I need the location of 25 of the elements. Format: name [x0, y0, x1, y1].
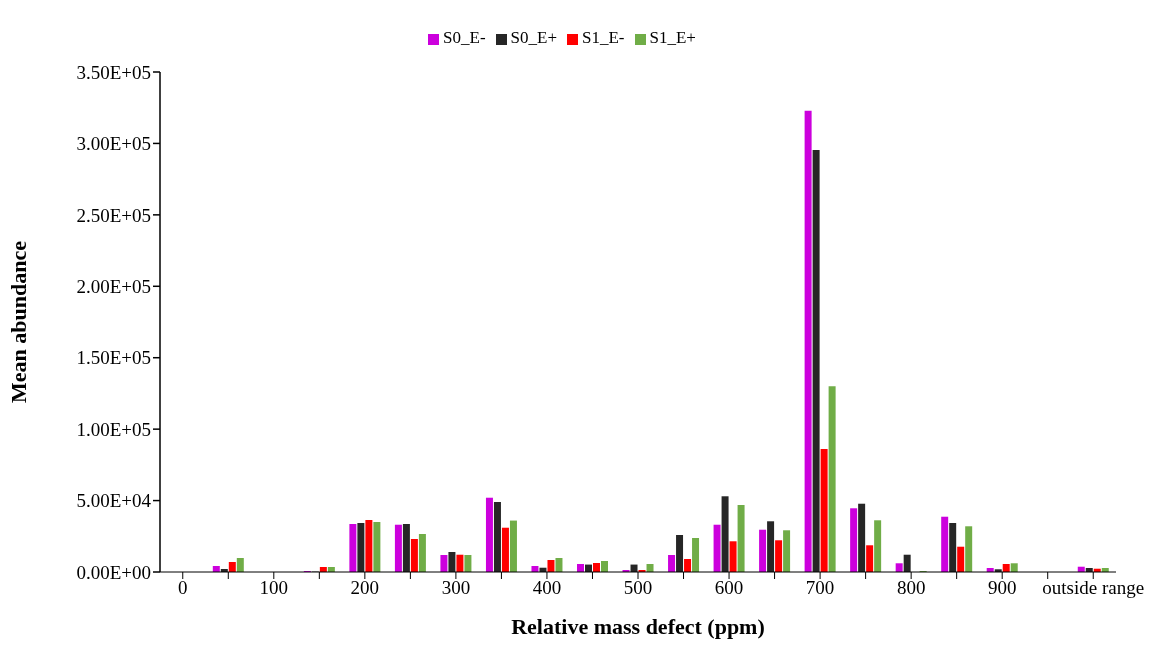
y-tick-label: 2.50E+05 [76, 204, 151, 226]
y-tick-label: 2.00E+05 [76, 276, 151, 298]
x-tick-label: 200 [350, 577, 380, 599]
legend-label: S0_E- [443, 28, 486, 47]
x-tick-label: 600 [714, 577, 744, 599]
x-tick-label: 100 [259, 577, 289, 599]
x-tick-label: 0 [178, 577, 188, 599]
y-tick-label: 3.00E+05 [76, 133, 151, 155]
y-tick-label: 3.50E+05 [76, 61, 151, 83]
x-tick-label: 900 [987, 577, 1017, 599]
y-tick-label: 0.00E+00 [76, 561, 151, 583]
y-tick-label: 5.00E+04 [76, 490, 152, 512]
x-tick-label: 800 [896, 577, 926, 599]
y-tick-label: 1.50E+05 [76, 347, 151, 369]
x-tick-label: 500 [623, 577, 653, 599]
x-axis-title: Relative mass defect (ppm) [511, 614, 765, 639]
x-tick-label: outside range [1042, 577, 1145, 599]
legend-label: S1_E+ [649, 28, 696, 47]
y-tick-label: 1.00E+05 [76, 418, 151, 440]
x-tick-label: 300 [441, 577, 471, 599]
legend-label: S1_E- [582, 28, 625, 47]
x-tick-label: 700 [805, 577, 835, 599]
y-axis-title: Mean abundance [5, 240, 31, 403]
legend-label: S0_E+ [510, 28, 557, 47]
x-tick-label: 400 [532, 577, 562, 599]
